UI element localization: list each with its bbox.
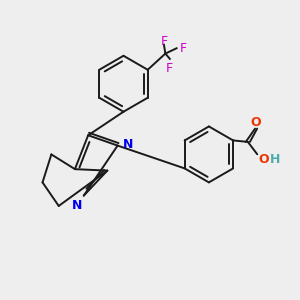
Text: F: F — [180, 42, 187, 55]
Text: O: O — [259, 153, 269, 166]
Text: F: F — [166, 62, 173, 75]
Text: O: O — [251, 116, 261, 129]
Text: N: N — [72, 199, 82, 212]
Text: H: H — [270, 153, 280, 166]
Text: N: N — [123, 138, 133, 151]
Text: F: F — [160, 35, 167, 48]
